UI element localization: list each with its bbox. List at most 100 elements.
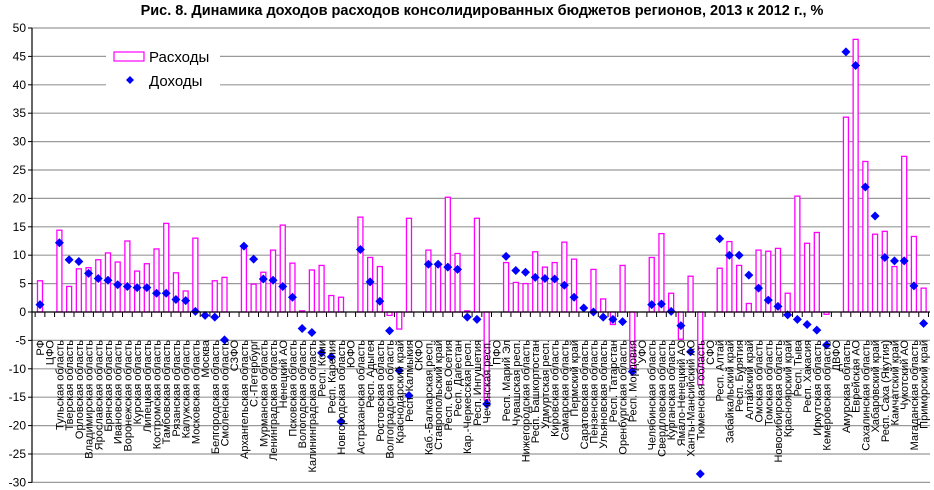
revenue-marker xyxy=(870,211,880,221)
expenditure-bar xyxy=(590,268,597,313)
revenue-marker xyxy=(210,312,220,322)
expenditure-bar xyxy=(901,155,908,313)
expenditure-bar xyxy=(192,237,199,313)
x-tick-label: Мурманская область xyxy=(258,340,270,447)
revenue-marker xyxy=(676,321,686,331)
expenditure-bar xyxy=(570,258,578,313)
y-tick-label: 10 xyxy=(13,248,27,262)
x-tick-label: СЗФО xyxy=(229,340,241,372)
expenditure-bar xyxy=(172,272,180,313)
revenue-marker xyxy=(423,259,433,269)
expenditure-bar xyxy=(318,264,325,313)
revenue-marker xyxy=(152,288,162,298)
x-tick-label: Чеченская респ. xyxy=(482,340,494,423)
expenditure-bar xyxy=(396,311,403,330)
revenue-marker xyxy=(375,296,385,306)
x-tick-label: Хабаровский край xyxy=(870,340,882,432)
revenue-marker xyxy=(268,275,278,285)
x-tick-label: Респ. Адыгея xyxy=(365,340,377,408)
legend: Расходы Доходы xyxy=(113,49,209,90)
revenue-marker xyxy=(93,273,103,283)
x-tick-label: Вологодская область xyxy=(297,340,309,449)
x-tick-label: Приморский край xyxy=(919,340,931,429)
x-tick-label: Амурская область xyxy=(841,340,853,433)
expenditure-bar xyxy=(687,275,694,313)
expenditure-bar xyxy=(871,233,879,313)
revenue-marker xyxy=(608,314,618,324)
revenue-marker xyxy=(521,267,530,277)
revenue-marker xyxy=(307,327,317,337)
expenditure-bar xyxy=(434,264,442,313)
expenditure-bar xyxy=(842,116,850,313)
revenue-marker xyxy=(899,256,909,266)
expenditure-bar xyxy=(541,266,549,313)
expenditure-bar xyxy=(454,252,461,313)
revenue-marker xyxy=(792,314,802,324)
x-tick-label: Ульяновская область xyxy=(598,340,610,449)
revenue-marker xyxy=(171,295,181,305)
revenue-marker xyxy=(715,234,725,244)
expenditure-bar xyxy=(532,251,539,313)
revenue-marker xyxy=(404,390,414,400)
revenue-marker xyxy=(355,245,365,255)
expenditure-bar xyxy=(561,241,568,313)
revenue-marker xyxy=(258,274,268,284)
x-tick-label: Респ. Дагестан xyxy=(453,340,465,417)
x-tick-label: Калужская область xyxy=(181,340,193,439)
revenue-marker xyxy=(802,319,812,329)
expenditure-bar xyxy=(891,265,898,313)
x-tick-label: Респ. Калмыкия xyxy=(404,340,416,422)
expenditure-bar xyxy=(405,217,413,313)
revenue-marker xyxy=(113,280,123,290)
expenditure-bars xyxy=(36,38,927,401)
x-tick-label: Респ. Карелия xyxy=(326,340,338,413)
revenue-marker xyxy=(579,303,589,313)
revenue-marker xyxy=(763,295,773,305)
y-tick-label: 35 xyxy=(13,106,27,120)
x-tick-label: УФО xyxy=(637,340,649,364)
y-tick-label: 25 xyxy=(13,163,27,177)
y-tick-label: -20 xyxy=(9,419,27,433)
x-tick-label: Ленинградская область xyxy=(268,340,280,461)
x-tick-label: Московская область xyxy=(190,340,202,444)
revenue-marker xyxy=(239,241,249,251)
x-tick-label: Кировская область xyxy=(550,340,562,437)
x-tick-label: Магаданская область xyxy=(909,340,921,451)
x-tick-label: РФ xyxy=(35,340,47,356)
x-tick-label: Костромская область xyxy=(152,340,164,450)
x-tick-label: Тамбовская область xyxy=(161,340,173,445)
x-tick-label: Челябинская область xyxy=(647,340,659,451)
revenue-marker xyxy=(724,250,734,260)
revenue-marker xyxy=(909,281,919,291)
revenue-marker xyxy=(482,399,492,409)
x-tick-label: Пензенская область xyxy=(588,340,600,444)
revenue-marker xyxy=(200,310,210,320)
expenditure-bar xyxy=(95,259,102,313)
x-tick-label: Краснодарский край xyxy=(394,340,406,444)
x-tick-label: Ненецкий АО xyxy=(278,340,290,409)
x-tick-label: Орловская область xyxy=(74,340,86,439)
expenditure-bar xyxy=(910,235,918,313)
revenue-marker xyxy=(569,292,579,302)
revenue-marker xyxy=(744,270,754,280)
revenue-marker xyxy=(74,256,84,266)
axes xyxy=(28,27,930,483)
x-tick-label: Респ. Тыва xyxy=(792,339,804,396)
revenue-marker xyxy=(618,317,628,327)
x-tick-label: Самарская область xyxy=(559,340,571,441)
revenue-marker xyxy=(122,281,132,291)
x-tick-label: Красноярский край xyxy=(783,340,795,437)
revenue-marker xyxy=(647,300,657,310)
expenditure-bar xyxy=(163,222,170,313)
x-tick-label: Ивановская область xyxy=(113,340,125,444)
x-tick-label: СФО xyxy=(705,340,717,365)
x-tick-label: Ямало-Ненецкий АО xyxy=(676,340,688,447)
legend-swatch-expenditure xyxy=(113,51,145,62)
expenditure-bar xyxy=(250,283,257,313)
revenue-marker xyxy=(84,268,94,278)
x-tick-label: Респ. Ингушетия xyxy=(472,340,484,426)
revenue-marker xyxy=(54,238,64,248)
expenditure-bar xyxy=(425,249,432,313)
revenue-marker xyxy=(385,326,395,336)
x-tick-label: Волгоградская область xyxy=(385,340,397,459)
